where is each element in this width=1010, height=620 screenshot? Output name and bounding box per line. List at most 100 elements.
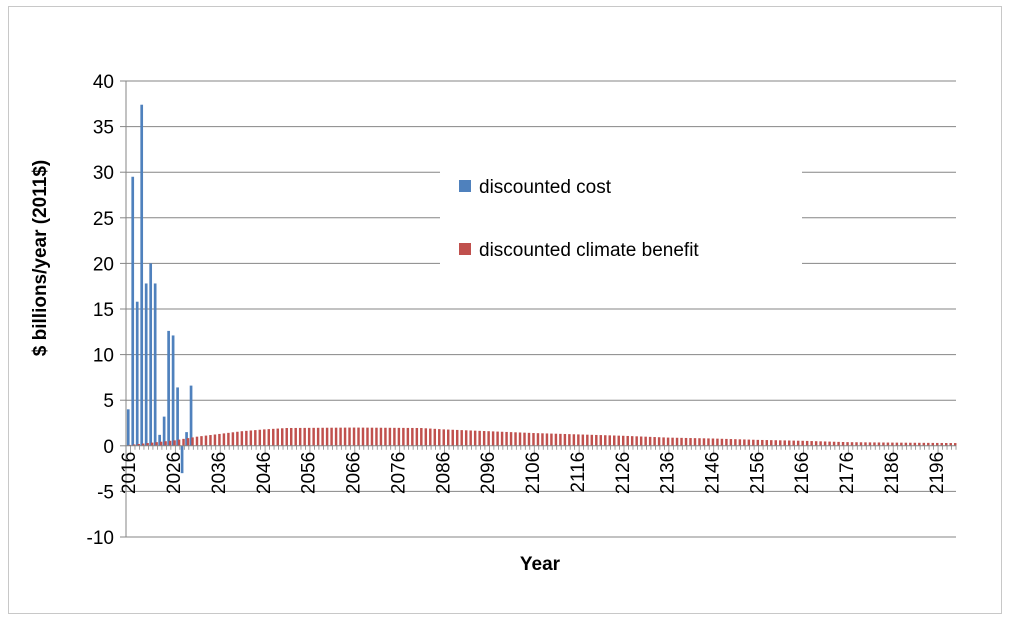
- benefit-bar: [209, 435, 212, 446]
- benefit-bar: [411, 427, 414, 446]
- cost-bar: [131, 176, 135, 446]
- benefit-bar: [756, 439, 760, 446]
- cost-bar: [167, 330, 170, 446]
- benefit-bar: [173, 440, 176, 446]
- benefit-bar: [918, 442, 921, 446]
- benefit-bar: [285, 428, 288, 446]
- benefit-bar: [922, 442, 926, 446]
- benefit-bar: [294, 427, 297, 446]
- benefit-bar: [810, 441, 813, 446]
- benefit-bar: [249, 430, 253, 446]
- benefit-bar: [267, 429, 271, 446]
- benefit-bar: [375, 427, 378, 446]
- cost-bar: [180, 445, 184, 474]
- benefit-bar: [460, 430, 463, 446]
- benefit-bar: [859, 442, 863, 446]
- x-tick-label: 2146: [702, 452, 723, 494]
- benefit-bar: [384, 427, 387, 446]
- benefit-bar: [779, 440, 782, 446]
- y-tick-label: -10: [87, 528, 114, 549]
- legend-swatch-benefit: [459, 243, 471, 255]
- chart-frame: [8, 6, 1002, 614]
- benefit-bar: [846, 442, 849, 446]
- x-tick-label: 2186: [882, 452, 903, 494]
- benefit-bar: [684, 437, 688, 446]
- x-tick-label: 2076: [388, 452, 409, 494]
- benefit-bar: [321, 427, 324, 446]
- benefit-bar: [532, 433, 535, 446]
- benefit-bar: [182, 438, 185, 446]
- benefit-bar: [599, 435, 603, 446]
- gridlines: [120, 80, 956, 538]
- benefit-bar: [159, 441, 163, 446]
- benefit-bar: [155, 442, 158, 446]
- benefit-bar: [231, 432, 235, 446]
- benefit-bar: [227, 432, 230, 446]
- benefit-bar: [604, 435, 607, 446]
- benefit-bar: [864, 442, 867, 446]
- benefit-bar: [218, 433, 221, 446]
- cost-bar: [135, 301, 139, 446]
- benefit-bar: [554, 433, 558, 446]
- benefit-bar: [868, 442, 872, 446]
- y-tick-label: 15: [93, 300, 114, 321]
- benefit-bar: [473, 430, 477, 446]
- y-tick-label: 35: [93, 118, 114, 139]
- benefit-bar: [882, 442, 885, 446]
- benefit-bar: [523, 432, 526, 446]
- benefit-bar: [931, 442, 935, 446]
- benefit-bar: [334, 427, 338, 446]
- benefit-bar: [370, 427, 374, 446]
- benefit-bar: [298, 427, 302, 446]
- benefit-bar: [177, 439, 181, 446]
- benefit-bar: [146, 443, 149, 446]
- benefit-bar: [433, 428, 437, 446]
- x-tick-label: 2056: [299, 452, 320, 494]
- benefit-bar: [164, 441, 167, 446]
- benefit-bar: [711, 438, 715, 446]
- benefit-bar: [747, 439, 751, 446]
- benefit-bar: [662, 437, 665, 446]
- benefit-bar: [702, 438, 706, 446]
- legend: discounted cost discounted climate benef…: [440, 166, 802, 276]
- benefit-bar: [500, 431, 504, 446]
- benefit-bar: [761, 439, 764, 446]
- benefit-bar: [312, 427, 315, 446]
- benefit-bar: [343, 427, 347, 446]
- benefit-bar: [841, 442, 845, 446]
- benefit-bar: [850, 442, 854, 446]
- benefit-bar: [752, 439, 755, 446]
- benefit-bar: [469, 430, 472, 446]
- y-tick-label: -5: [97, 482, 114, 503]
- benefit-bar: [132, 444, 136, 446]
- benefit-bar: [743, 439, 746, 446]
- benefit-bar: [563, 433, 567, 446]
- benefit-bar: [689, 438, 692, 446]
- cost-bar: [162, 416, 166, 446]
- benefit-bar: [141, 443, 145, 446]
- benefit-bar: [559, 433, 562, 446]
- benefit-bar: [213, 434, 217, 446]
- benefit-bar: [796, 440, 800, 446]
- cost-bar: [144, 283, 148, 446]
- benefit-bar: [855, 442, 858, 446]
- benefit-bar: [289, 427, 293, 446]
- y-tick-label: 5: [103, 391, 114, 412]
- cost-bar: [171, 335, 175, 446]
- benefit-bar: [397, 427, 401, 446]
- benefit-bar: [621, 435, 625, 446]
- benefit-bar: [819, 441, 822, 446]
- benefit-bar: [801, 440, 804, 446]
- benefit-bar: [927, 442, 930, 446]
- cost-bar: [189, 385, 193, 446]
- legend-background: [440, 166, 802, 276]
- x-tick-label: 2136: [658, 452, 679, 494]
- benefit-bar: [657, 437, 661, 446]
- benefit-bar: [909, 442, 912, 446]
- benefit-bar: [626, 435, 629, 446]
- cost-bar: [185, 432, 188, 446]
- benefit-bar: [734, 439, 737, 446]
- benefit-bar: [595, 434, 598, 446]
- legend-label-cost: discounted cost: [479, 177, 612, 198]
